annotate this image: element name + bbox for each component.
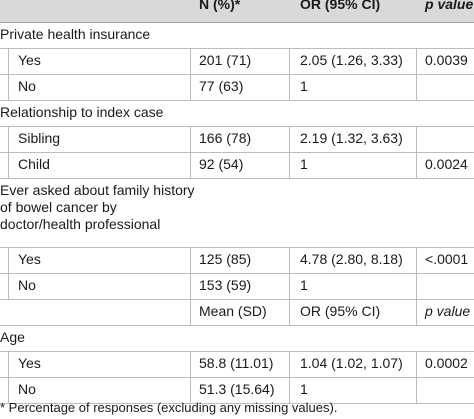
row-label: Yes xyxy=(18,251,41,267)
row-n: 51.3 (15.64) xyxy=(199,381,275,397)
section-insurance: Private health insurance xyxy=(0,23,474,49)
row-p: 0.0002 xyxy=(425,355,468,371)
section-relationship: Relationship to index case xyxy=(0,101,474,127)
row-n: 92 (54) xyxy=(199,156,244,172)
header-n: N (%)* xyxy=(199,0,241,12)
section-label: Relationship to index case xyxy=(0,104,164,120)
row-n: 201 (71) xyxy=(199,52,252,68)
table-row: Yes 125 (85) 4.78 (2.80, 8.18) <.0001 xyxy=(0,248,474,274)
header-p: p value xyxy=(425,0,474,12)
table-row: No 51.3 (15.64) 1 xyxy=(0,378,474,404)
subheader-p: p value xyxy=(425,303,471,319)
table-row: Sibling 166 (78) 2.19 (1.32, 3.63) xyxy=(0,127,474,153)
section-label: Age xyxy=(0,329,25,345)
results-table: N (%)* OR (95% CI) p value Private healt… xyxy=(0,0,474,404)
subheader-mean: Mean (SD) xyxy=(199,303,267,319)
section-asked: Ever asked about family history of bowel… xyxy=(0,179,474,248)
header-or: OR (95% CI) xyxy=(300,0,381,12)
row-p: 0.0039 xyxy=(425,52,468,68)
row-n: 58.8 (11.01) xyxy=(199,355,274,371)
row-or: 1 xyxy=(300,156,308,172)
row-or: 1 xyxy=(300,381,308,397)
footnote: * Percentage of responses (excluding any… xyxy=(0,400,338,415)
row-n: 153 (59) xyxy=(199,277,252,293)
row-label: Yes xyxy=(18,355,41,371)
row-label: Child xyxy=(18,156,50,172)
subheader-or: OR (95% CI) xyxy=(300,303,381,319)
row-or: 1.04 (1.02, 1.07) xyxy=(300,355,403,371)
row-or: 2.19 (1.32, 3.63) xyxy=(300,130,403,146)
row-n: 77 (63) xyxy=(199,78,244,94)
section-label: Private health insurance xyxy=(0,26,151,42)
row-n: 166 (78) xyxy=(199,130,252,146)
sub-header: Mean (SD) OR (95% CI) p value xyxy=(0,300,474,326)
row-n: 125 (85) xyxy=(199,251,252,267)
row-or: 1 xyxy=(300,277,308,293)
row-or: 2.05 (1.26, 3.33) xyxy=(300,52,403,68)
row-label: Sibling xyxy=(18,130,61,146)
row-label: No xyxy=(18,277,36,293)
section-age: Age xyxy=(0,326,474,352)
row-label: No xyxy=(18,78,36,94)
table-row: Yes 58.8 (11.01) 1.04 (1.02, 1.07) 0.000… xyxy=(0,352,474,378)
row-label: No xyxy=(18,381,36,397)
row-or: 4.78 (2.80, 8.18) xyxy=(300,251,403,267)
row-label: Yes xyxy=(18,52,41,68)
table-row: No 153 (59) 1 xyxy=(0,274,474,300)
row-p: <.0001 xyxy=(425,251,469,267)
table-row: Yes 201 (71) 2.05 (1.26, 3.33) 0.0039 xyxy=(0,49,474,75)
table-header: N (%)* OR (95% CI) p value xyxy=(0,0,474,23)
section-label: Ever asked about family history of bowel… xyxy=(0,182,195,232)
row-p: 0.0024 xyxy=(425,156,468,172)
table-row: Child 92 (54) 1 0.0024 xyxy=(0,153,474,179)
row-or: 1 xyxy=(300,78,308,94)
table-row: No 77 (63) 1 xyxy=(0,75,474,101)
